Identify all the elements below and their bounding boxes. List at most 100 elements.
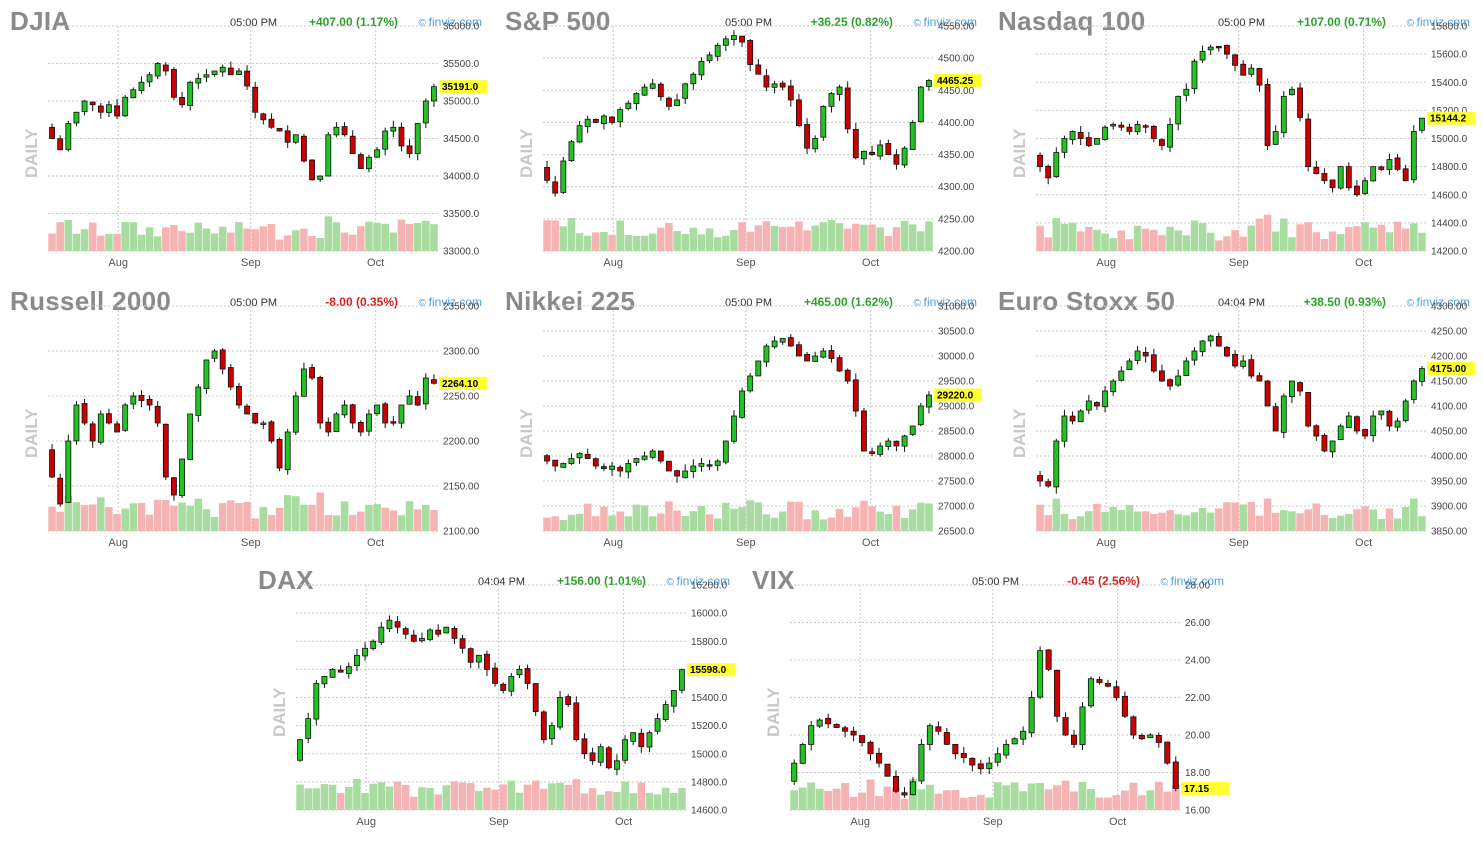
volume-bar	[770, 225, 779, 251]
candle	[1297, 381, 1303, 396]
candle	[609, 462, 615, 476]
volume-bar	[369, 783, 377, 810]
x-tick-label: Oct	[862, 537, 879, 549]
candle	[1102, 385, 1108, 413]
volume-bar	[892, 227, 901, 251]
chart-panel[interactable]: Russell 2000 05:00 PM -8.00 (0.35%) © finvi…	[10, 286, 490, 563]
candle	[138, 76, 145, 94]
volume-bar	[227, 500, 235, 531]
candle	[1077, 409, 1084, 423]
candle	[926, 391, 932, 414]
chart-panel[interactable]: S&P 500 05:00 PM +36.25 (0.82%) © finviz.co…	[505, 6, 985, 283]
volume-bar	[178, 502, 186, 531]
candle	[779, 80, 786, 91]
chart-panel[interactable]: Nikkei 225 05:00 PM +465.00 (1.62%) © finvi…	[505, 286, 985, 563]
candle	[763, 69, 770, 92]
volume-bar	[624, 516, 633, 531]
finviz-link[interactable]: © finviz.com	[914, 15, 978, 29]
finviz-link[interactable]: © finviz.com	[1407, 15, 1471, 29]
volume-bar	[56, 222, 64, 251]
chart-panel[interactable]: DJIA 05:00 PM +407.00 (1.17%) © finviz.com D…	[10, 6, 490, 283]
candle	[1062, 712, 1069, 737]
volume-bar	[426, 787, 434, 810]
volume-bar	[1345, 227, 1353, 251]
candle	[885, 438, 892, 451]
chart-panel[interactable]: VIX 05:00 PM -0.45 (2.56%) © finviz.com DAIL…	[752, 565, 1232, 842]
y-tick-label: 15400.0	[1431, 78, 1468, 89]
volume-bar	[1190, 512, 1199, 531]
candle	[812, 135, 819, 153]
volume-bar	[892, 505, 901, 531]
volume-bar	[917, 502, 925, 531]
volume-bar	[1036, 782, 1045, 810]
candlestick-chart: 31000.0 30500.0 30000.0 29500.0 29000.0 28500…	[543, 302, 982, 549]
volume-bar	[324, 515, 333, 531]
candle	[301, 133, 307, 163]
volume-bar	[835, 508, 844, 531]
candle	[244, 403, 250, 415]
y-tick-label: 14200.0	[1431, 247, 1468, 258]
last-price-label: 4465.25	[937, 76, 974, 87]
candle	[244, 65, 250, 90]
volume-bar	[389, 510, 398, 531]
volume-bar	[730, 508, 738, 531]
finviz-link[interactable]: © finviz.com	[419, 295, 483, 309]
y-tick-label: 15200.0	[691, 721, 728, 732]
volume-bar	[1146, 790, 1155, 810]
candle	[57, 135, 64, 151]
candle	[252, 412, 259, 425]
x-tick-label: Oct	[1109, 816, 1126, 828]
candle	[317, 175, 324, 183]
volume-bar	[575, 233, 584, 251]
candle	[1061, 135, 1068, 159]
candle	[1289, 86, 1295, 96]
candle	[601, 463, 607, 472]
volume-bar	[762, 221, 771, 251]
candle	[722, 35, 729, 51]
volume-bar	[113, 513, 121, 531]
y-tick-label: 28000.0	[938, 452, 975, 463]
volume-bar	[1163, 791, 1172, 810]
candle	[187, 413, 194, 460]
chart-panel[interactable]: Nasdaq 100 05:00 PM +107.00 (0.71%) © finvi…	[998, 6, 1478, 283]
volume-bar	[304, 788, 312, 810]
finviz-link[interactable]: © finviz.com	[1161, 574, 1225, 588]
candle	[584, 448, 591, 459]
volume-bar	[1166, 510, 1174, 531]
volume-bar	[186, 232, 194, 251]
brand-label: finviz.com	[1416, 295, 1470, 309]
volume-bar	[422, 220, 430, 251]
volume-bar	[556, 782, 564, 810]
volume-bar	[600, 506, 608, 531]
candle	[592, 457, 599, 470]
candle	[714, 459, 721, 472]
y-tick-label: 4000.00	[1431, 452, 1468, 463]
chart-title: Russell 2000	[10, 286, 172, 316]
y-tick-label: 26500.0	[938, 527, 975, 538]
candle	[589, 747, 596, 765]
candle	[1419, 366, 1425, 387]
volume-bar	[917, 231, 925, 251]
candle	[1199, 340, 1206, 357]
x-tick-label: Oct	[615, 816, 632, 828]
candle	[1020, 726, 1027, 745]
candle	[892, 770, 900, 794]
candle	[1069, 411, 1076, 425]
price-change: +465.00 (1.62%)	[803, 295, 893, 309]
volume-bar	[243, 502, 251, 531]
finviz-link[interactable]: © finviz.com	[419, 15, 483, 29]
volume-bar	[1053, 785, 1062, 810]
finviz-link[interactable]: © finviz.com	[914, 295, 978, 309]
y-tick-label: 4350.00	[938, 150, 975, 161]
volume-bar	[835, 223, 844, 251]
volume-bar	[925, 503, 933, 531]
finviz-link[interactable]: © finviz.com	[1407, 295, 1471, 309]
chart-panel[interactable]: Euro Stoxx 50 04:04 PM +38.50 (0.93%) © fin…	[998, 286, 1478, 563]
chart-panel[interactable]: DAX 04:04 PM +156.00 (1.01%) © finviz.com DA…	[258, 565, 738, 842]
volume-bar	[567, 217, 576, 251]
candle	[674, 93, 680, 107]
volume-bar	[564, 785, 572, 810]
y-tick-label: 34000.0	[443, 172, 480, 183]
volume-bar	[722, 235, 730, 251]
finviz-link[interactable]: © finviz.com	[667, 574, 731, 588]
